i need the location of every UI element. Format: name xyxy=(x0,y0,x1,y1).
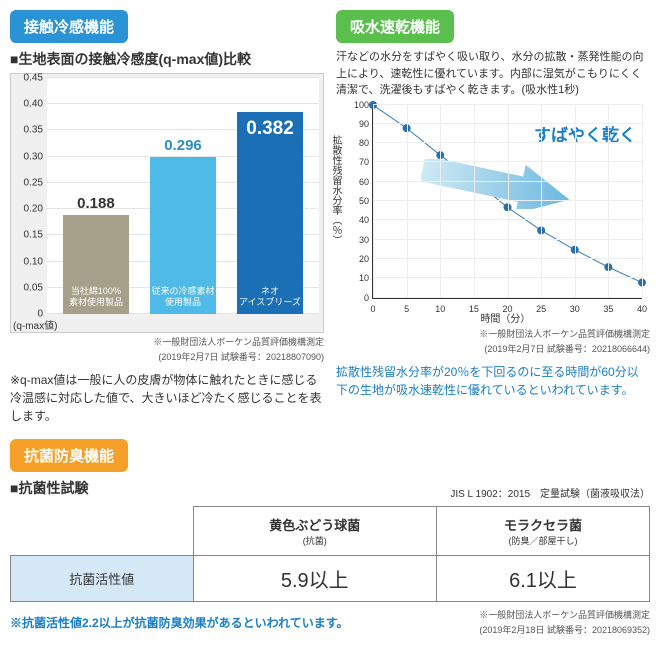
drying-desc: 汗などの水分をすばやく吸い取り、水分の拡散・蒸発性能の向上により、速乾性に優れて… xyxy=(336,49,650,99)
cooling-title: ■生地表面の接触冷感度(q-max値)比較 xyxy=(10,49,324,69)
cooling-section: 接触冷感機能 ■生地表面の接触冷感度(q-max値)比較 00.050.100.… xyxy=(10,10,324,425)
drying-section: 吸水速乾機能 汗などの水分をすばやく吸い取り、水分の拡散・蒸発性能の向上により、… xyxy=(336,10,650,425)
line-xlabel: 時間（分） xyxy=(480,310,530,325)
dry-arrow-icon xyxy=(421,159,571,209)
cooling-cite1: ※一般財団法人ボーケン品質評価機構測定 xyxy=(10,335,324,348)
bar-chart: 00.050.100.150.200.250.300.350.400.45 0.… xyxy=(10,73,324,333)
bar-ytick: 0.20 xyxy=(24,204,43,215)
antibac-cite1: ※一般財団法人ボーケン品質評価機構測定 xyxy=(479,608,650,621)
bar-ytick: 0.10 xyxy=(24,256,43,267)
line-ylabel: 拡散性残留水分率（％） xyxy=(328,135,343,245)
table-value: 5.9以上 xyxy=(193,556,436,602)
drying-cite2: (2019年2月7日 試験番号：20218066644) xyxy=(336,342,650,355)
line-xtick: 35 xyxy=(603,304,613,314)
line-ytick: 100 xyxy=(345,100,369,110)
bar-side-text: 冷たく感じる xyxy=(302,148,321,226)
cooling-cite2: (2019年2月7日 試験番号：20218807090) xyxy=(10,350,324,363)
bar-xaxis-label: (q-max値) xyxy=(13,317,57,332)
line-ytick: 50 xyxy=(345,196,369,206)
line-xtick: 30 xyxy=(570,304,580,314)
drying-cite1: ※一般財団法人ボーケン品質評価機構測定 xyxy=(336,327,650,340)
bar-item: 0.382ネオアイスブリーズ xyxy=(237,112,302,314)
antibac-badge: 抗菌防臭機能 xyxy=(10,439,128,472)
bar-ytick: 0.15 xyxy=(24,230,43,241)
line-ytick: 70 xyxy=(345,157,369,167)
line-xtick: 40 xyxy=(637,304,647,314)
line-xtick: 10 xyxy=(435,304,445,314)
line-xtick: 5 xyxy=(404,304,409,314)
line-ytick: 80 xyxy=(345,138,369,148)
line-ytick: 0 xyxy=(345,293,369,303)
antibac-jis: JIS L 1902：2015 定量試験（菌液吸収法） xyxy=(450,485,650,500)
table-value: 6.1以上 xyxy=(436,556,649,602)
antibac-title: ■抗菌性試験 xyxy=(10,478,88,498)
line-ytick: 30 xyxy=(345,235,369,245)
cooling-note: ※q-max値は一般に人の皮膚が物体に触れたときに感じる冷温感に対応した値で、大… xyxy=(10,371,324,425)
table-col-header: モラクセラ菌(防臭／部屋干し) xyxy=(436,507,649,556)
line-xtick: 15 xyxy=(469,304,479,314)
bar-ytick: 0.30 xyxy=(24,151,43,162)
antibac-cite2: (2019年2月18日 試験番号：20218069352) xyxy=(479,623,650,636)
line-xtick: 0 xyxy=(370,304,375,314)
line-chart: 拡散性残留水分率（％） すばやく乾く 010203040506070809010… xyxy=(336,105,650,325)
line-xtick: 25 xyxy=(536,304,546,314)
drying-note: 拡散性残留水分率が20％を下回るのに至る時間が60分以下の生地が吸水速乾性に優れ… xyxy=(336,363,650,399)
bar-ytick: 0.45 xyxy=(24,73,43,84)
line-ytick: 20 xyxy=(345,254,369,264)
cooling-badge: 接触冷感機能 xyxy=(10,10,128,43)
antibac-note: ※抗菌活性値2.2以上が抗菌防臭効果があるといわれています。 xyxy=(10,614,349,636)
bar-ytick: 0.05 xyxy=(24,282,43,293)
antibac-table: 黄色ぶどう球菌(抗菌) モラクセラ菌(防臭／部屋干し) 抗菌活性値 5.9以上 … xyxy=(10,506,650,602)
table-row-header: 抗菌活性値 xyxy=(11,556,194,602)
line-ytick: 90 xyxy=(345,119,369,129)
line-ytick: 40 xyxy=(345,215,369,225)
antibac-section: 抗菌防臭機能 ■抗菌性試験 JIS L 1902：2015 定量試験（菌液吸収法… xyxy=(10,439,650,636)
bar-item: 0.188当社綿100%素材使用製品 xyxy=(63,215,128,314)
bar-ytick: 0.25 xyxy=(24,177,43,188)
bar-ytick: 0.35 xyxy=(24,125,43,136)
line-ytick: 60 xyxy=(345,177,369,187)
bar-ytick: 0.40 xyxy=(24,99,43,110)
bar-item: 0.296従来の冷感素材使用製品 xyxy=(150,157,215,314)
table-col-header: 黄色ぶどう球菌(抗菌) xyxy=(193,507,436,556)
line-ytick: 10 xyxy=(345,273,369,283)
drying-badge: 吸水速乾機能 xyxy=(336,10,454,43)
